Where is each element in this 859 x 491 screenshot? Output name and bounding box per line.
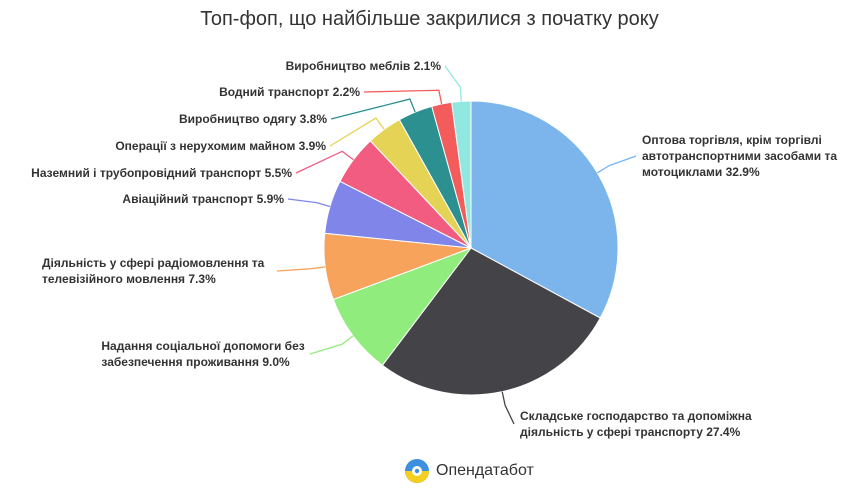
label-connector (444, 65, 462, 102)
slice-label: Діяльність у сфері радіомовлення та телев… (42, 256, 265, 286)
slice-label: Водний транспорт 2.2% (219, 85, 360, 99)
opendatabot-logo-icon (405, 459, 429, 483)
slice-label: Складське господарство та допоміжна діяль… (520, 409, 752, 439)
slice-label: Надання соціальної допомоги без забезпече… (101, 339, 304, 369)
slice-label: Наземний і трубопровідний транспорт 5.5% (31, 166, 292, 180)
pie-slice[interactable] (451, 100, 472, 249)
slice-label: Оптова торгівля, крім торгівлі автотрансп… (642, 133, 837, 179)
label-connector (596, 155, 637, 174)
label-connector (276, 266, 326, 272)
pie-slice[interactable] (332, 246, 473, 366)
label-connector (309, 335, 354, 355)
slice-label: Авіаційний транспорт 5.9% (122, 192, 284, 206)
pie-slice[interactable] (470, 100, 619, 319)
label-connector (295, 150, 354, 174)
brand-name: Опендатабот (436, 462, 534, 479)
label-connector (287, 198, 331, 208)
slice-label: Операції з нерухомим майном 3.9% (115, 139, 326, 153)
label-connector (330, 98, 416, 120)
chart-title: Топ-фоп, що найбільше закрилися з початк… (200, 8, 659, 30)
slice-label: Виробництво меблів 2.1% (286, 59, 442, 73)
label-connector (501, 391, 515, 425)
brand: Опендатабот (404, 456, 534, 486)
slice-label: Виробництво одягу 3.8% (179, 112, 327, 126)
label-connector (363, 89, 443, 105)
label-connector (329, 117, 385, 147)
